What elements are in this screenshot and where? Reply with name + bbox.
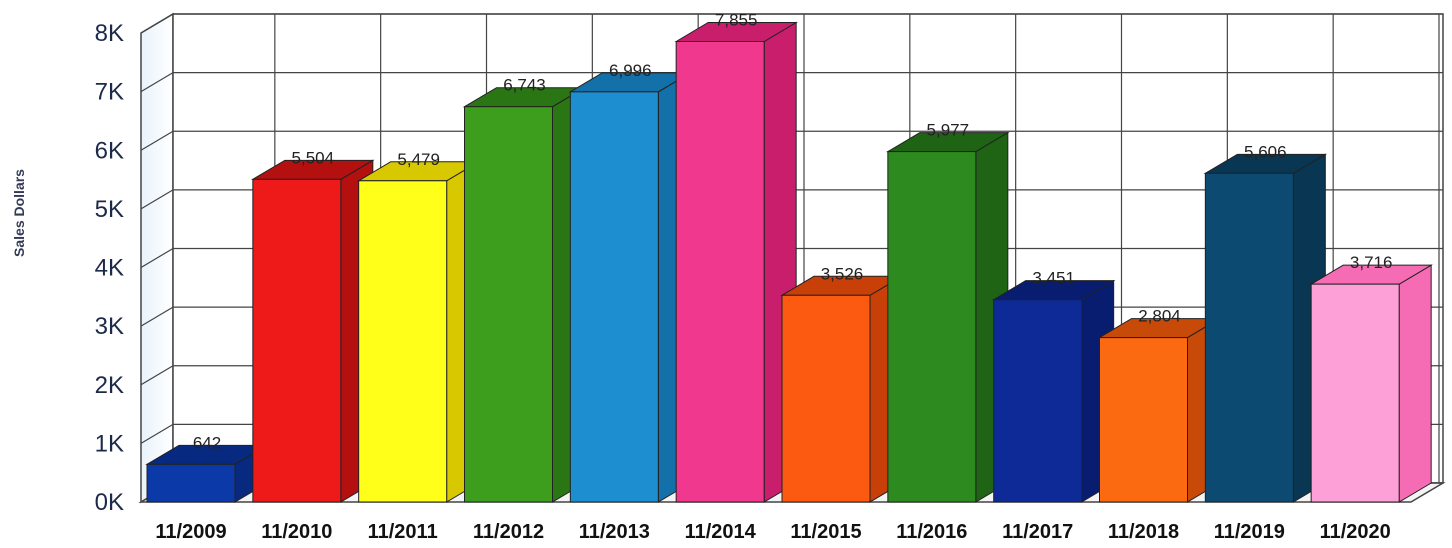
bar-front [1310,283,1400,503]
grid-line-wall [140,247,174,269]
x-tick-label: 11/2014 [685,521,757,543]
value-label: 3,526 [821,264,864,283]
bars [145,21,1433,503]
value-label: 2,804 [1138,307,1181,326]
x-tick-label: 11/2019 [1214,521,1285,543]
grid-line-wall [140,72,174,93]
y-tick-label: 3K [95,313,124,340]
grid-line-wall [140,365,174,386]
bar [356,160,481,503]
grid-line-wall [140,423,174,444]
y-tick-label: 4K [95,255,124,282]
y-tick-label: 1K [95,430,124,457]
bar [674,21,798,503]
value-labels: 642 5,504 5,479 6,743 6,996 7,855 3,526 5,977 3,… [193,11,1393,453]
y-tick-label: 0K [95,489,124,516]
x-tick-label: 11/2010 [261,521,332,543]
y-tick-label: 6K [95,137,124,164]
value-label: 6,996 [609,61,652,80]
bar-front [1204,172,1294,503]
bar-side [1398,264,1432,503]
y-tick-label: 2K [95,372,124,399]
x-tick-label: 11/2013 [579,521,650,543]
bar-front [1099,337,1188,503]
y-tick-label: 8K [95,20,124,47]
bar-front [993,299,1083,503]
x-tick-label: 11/2012 [473,521,544,543]
value-label: 3,451 [1032,269,1075,288]
bar [886,131,1010,503]
grid-line-wall [140,306,174,327]
x-tick-labels: 11/2009 11/2010 11/2011 11/2012 11/2013 11/20… [155,521,1390,543]
bar-front [569,91,659,503]
x-tick-label: 11/2016 [896,521,967,543]
x-tick-label: 11/2020 [1320,521,1391,543]
bar [568,71,693,503]
bar [1309,264,1433,503]
value-label: 3,716 [1350,253,1393,272]
value-label: 5,479 [397,150,440,169]
bar [145,444,269,503]
y-tick-labels: 0K 1K 2K 3K 4K 5K 6K 7K 8K [95,20,124,516]
grid-line-wall [140,189,174,210]
y-tick-label: 7K [95,79,124,106]
bar [991,279,1116,503]
x-tick-label: 11/2015 [790,521,861,543]
x-tick-label: 11/2018 [1108,521,1179,543]
bar [1097,317,1222,503]
value-label: 5,977 [927,121,970,140]
y-tick-label: 5K [95,196,124,223]
bar-front [146,463,236,503]
value-label: 5,504 [292,148,335,167]
value-label: 6,743 [503,76,546,95]
bar-front [252,178,342,503]
bar-front [781,294,871,503]
value-label: 5,606 [1244,142,1287,161]
x-tick-label: 11/2017 [1002,521,1073,543]
value-label: 7,855 [715,11,758,30]
bar-front [887,151,977,503]
bar-front [675,41,765,503]
bar [1203,153,1328,503]
grid-line-wall [140,13,174,34]
x-tick-label: 11/2009 [155,521,226,543]
x-tick-label: 11/2011 [368,521,438,543]
value-label: 642 [193,433,221,452]
bar [462,86,587,503]
bar [251,159,375,503]
grid-line-wall [140,130,174,151]
bar-front [464,106,553,503]
bar [780,275,904,503]
bar-front [358,180,448,503]
